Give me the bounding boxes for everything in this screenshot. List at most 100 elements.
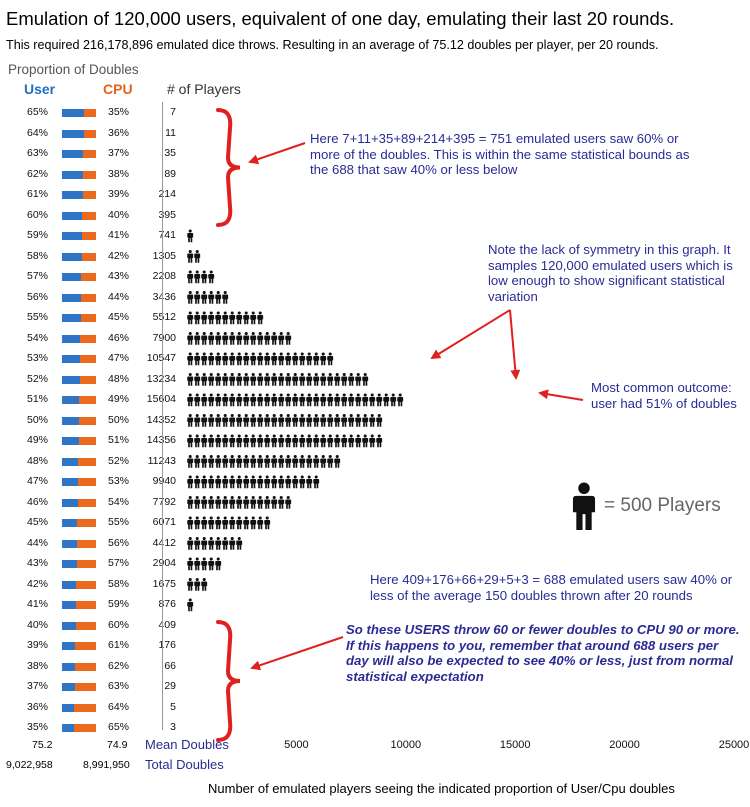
total-cpu-value: 8,991,950 (83, 759, 130, 771)
person-icon (187, 393, 194, 407)
person-icon (222, 372, 229, 386)
user-share-bar (62, 355, 81, 364)
person-icon (271, 393, 278, 407)
person-icon (229, 393, 236, 407)
person-icon (243, 331, 250, 345)
user-share-bar (62, 437, 79, 446)
user-share-bar (62, 170, 84, 179)
players-column-header: # of Players (167, 81, 241, 97)
person-icon (229, 311, 236, 325)
chart-subtitle: This required 216,178,896 emulated dice … (6, 38, 659, 52)
person-icon (320, 352, 327, 366)
cpu-percent-label: 45% (108, 311, 130, 324)
user-share-bar (62, 560, 77, 569)
players-bar (187, 434, 388, 448)
person-icon-partial (187, 208, 193, 222)
user-percent-label: 38% (27, 659, 49, 672)
cpu-percent-label: 53% (108, 475, 130, 488)
annotation-most-common: Most common outcome: user had 51% of dou… (591, 380, 737, 411)
players-count-label: 3 (170, 721, 176, 734)
person-icon (250, 454, 257, 468)
person-icon (243, 413, 250, 427)
person-icon (194, 413, 201, 427)
person-icon (369, 434, 376, 448)
user-share-bar (62, 334, 81, 343)
players-count-label: 2904 (152, 557, 176, 570)
person-icon (222, 311, 229, 325)
person-icon-partial (187, 721, 189, 735)
person-icon (222, 352, 229, 366)
proportion-header: Proportion of Doubles (8, 62, 139, 77)
user-share-bar (62, 539, 77, 548)
person-icon-partial (187, 147, 189, 161)
annotation-bottom-bold: So these USERS throw 60 or fewer doubles… (346, 622, 740, 684)
person-icon (194, 393, 201, 407)
players-bar (187, 721, 189, 735)
person-icon (285, 393, 292, 407)
person-icon (187, 598, 194, 612)
person-icon-partial (320, 475, 327, 489)
person-icon (215, 352, 222, 366)
cpu-column-header: CPU (103, 81, 133, 97)
person-icon (222, 434, 229, 448)
mean-user-value: 75.2 (32, 739, 53, 751)
person-icon (208, 557, 215, 571)
players-count-label: 7900 (152, 331, 176, 344)
person-icon (264, 516, 271, 530)
person-icon (201, 352, 208, 366)
players-bar (187, 331, 298, 345)
players-bar (187, 167, 189, 181)
top-brace (216, 108, 241, 227)
x-tick-label: 10000 (390, 739, 422, 751)
players-count-label: 6071 (152, 516, 176, 529)
cpu-share-bar (74, 683, 96, 692)
person-icon (243, 434, 250, 448)
person-icon-partial (187, 188, 190, 202)
players-count-label: 7 (170, 106, 176, 119)
person-icon (201, 557, 208, 571)
players-count-label: 14352 (140, 414, 176, 426)
cpu-percent-label: 42% (108, 249, 130, 262)
cpu-share-bar (80, 314, 96, 323)
person-icon-partial (187, 618, 193, 632)
user-share-bar (62, 191, 83, 200)
user-share-bar (62, 150, 84, 159)
cpu-percent-label: 55% (108, 516, 130, 529)
person-icon (201, 434, 208, 448)
person-icon (201, 454, 208, 468)
cpu-percent-label: 63% (108, 680, 130, 693)
person-icon (187, 454, 194, 468)
cpu-percent-label: 38% (108, 167, 130, 180)
person-icon (215, 557, 222, 571)
person-icon (187, 249, 194, 263)
person-icon (299, 475, 306, 489)
person-icon (187, 372, 194, 386)
user-share-bar (62, 601, 76, 610)
person-icon (187, 577, 194, 591)
cpu-percent-label: 41% (108, 229, 130, 242)
person-icon-partial (292, 331, 298, 345)
cpu-share-bar (83, 170, 96, 179)
cpu-percent-label: 43% (108, 270, 130, 283)
person-icon (313, 413, 320, 427)
players-count-label: 11243 (140, 455, 176, 467)
person-icon (201, 536, 208, 550)
person-icon (334, 434, 341, 448)
person-icon (222, 495, 229, 509)
person-icon (187, 516, 194, 530)
players-count-label: 1305 (152, 249, 176, 262)
person-icon (243, 454, 250, 468)
person-icon (306, 413, 313, 427)
person-icon (397, 393, 404, 407)
user-share-bar (62, 519, 78, 528)
person-icon (348, 393, 355, 407)
person-icon (201, 516, 208, 530)
person-icon (187, 331, 194, 345)
user-percent-label: 36% (27, 700, 49, 713)
person-icon (208, 516, 215, 530)
players-bar (187, 557, 228, 571)
person-icon (243, 495, 250, 509)
user-column-header: User (24, 81, 56, 97)
person-icon (306, 372, 313, 386)
